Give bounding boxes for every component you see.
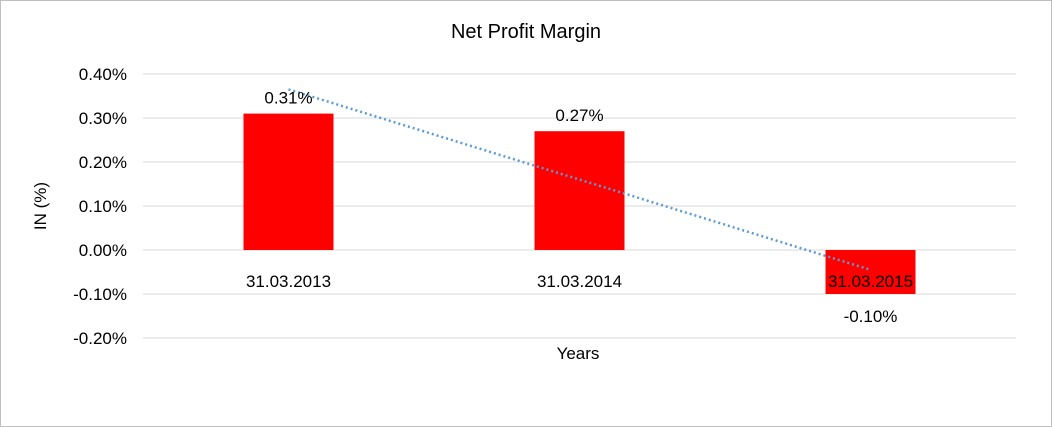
y-axis-label: IN (%)	[31, 182, 50, 230]
y-tick-label: 0.20%	[79, 153, 127, 172]
category-label: 31.03.2013	[246, 272, 331, 291]
trendline	[288, 88, 871, 271]
category-label: 31.03.2015	[828, 272, 913, 291]
trendline-path	[288, 88, 871, 271]
bar	[825, 250, 916, 294]
data-label: -0.10%	[844, 307, 898, 326]
category-label: 31.03.2014	[537, 272, 622, 291]
y-tick-label: -0.10%	[73, 285, 127, 304]
chart-title: Net Profit Margin	[451, 21, 601, 43]
y-tick-label: 0.10%	[79, 197, 127, 216]
data-label: 0.27%	[555, 106, 603, 125]
data-label: 0.31%	[264, 89, 312, 108]
bars	[243, 113, 916, 294]
y-tick-label: 0.00%	[79, 241, 127, 260]
y-tick-labels: -0.20% -0.10% 0.00% 0.10% 0.20% 0.30% 0.40%	[73, 65, 127, 348]
bar	[534, 131, 625, 250]
x-axis-label: Years	[557, 344, 600, 363]
data-labels: 0.31% 0.27% -0.10%	[264, 89, 897, 326]
y-tick-label: 0.40%	[79, 65, 127, 84]
y-tick-label: 0.30%	[79, 109, 127, 128]
bar	[243, 113, 334, 250]
category-labels: 31.03.2013 31.03.2014 31.03.2015	[246, 272, 913, 291]
y-tick-label: -0.20%	[73, 329, 127, 348]
